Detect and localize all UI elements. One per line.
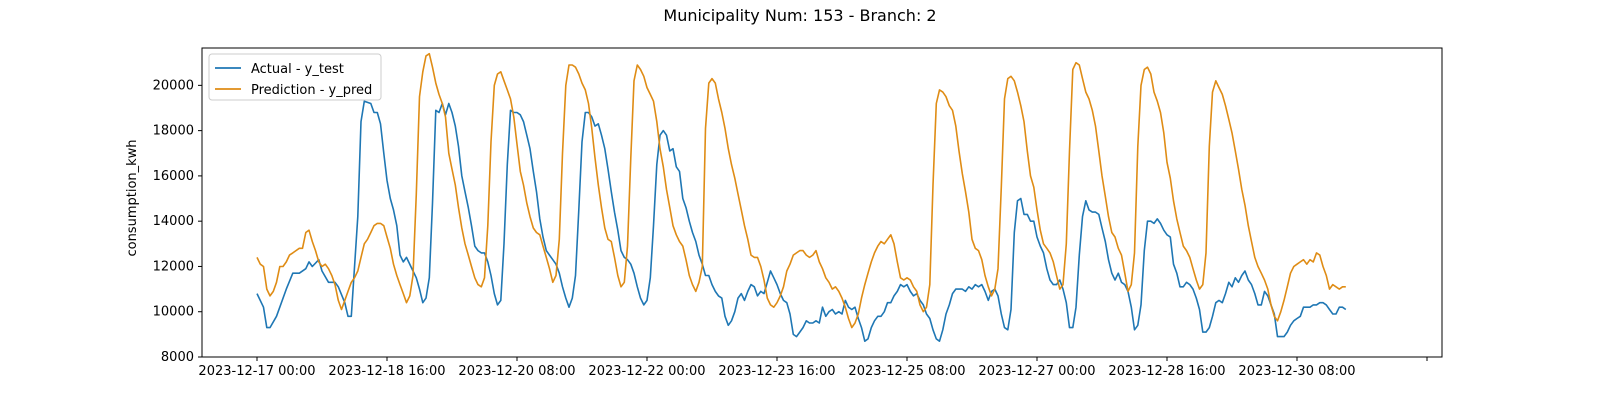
x-tick-label: 2023-12-23 16:00 bbox=[718, 364, 835, 379]
plot-area bbox=[256, 52, 1347, 342]
y-tick-label: 8000 bbox=[161, 350, 194, 365]
axes: 8000 10000 12000 14000 16000 18000 20000 2023-1… bbox=[153, 47, 1443, 379]
legend-label-1: Prediction - y_pred bbox=[251, 83, 372, 98]
x-tick-label: 2023-12-30 08:00 bbox=[1238, 364, 1355, 379]
x-tick-label: 2023-12-25 08:00 bbox=[848, 364, 965, 379]
y-tick-label: 20000 bbox=[153, 78, 194, 93]
x-tick-label: 2023-12-28 16:00 bbox=[1108, 364, 1225, 379]
legend-label-0: Actual - y_test bbox=[251, 62, 344, 77]
chart-title: Municipality Num: 153 - Branch: 2 bbox=[663, 6, 937, 25]
series-line-1 bbox=[256, 52, 1346, 329]
x-tick-label: 2023-12-22 00:00 bbox=[588, 364, 705, 379]
series-line-0 bbox=[256, 100, 1347, 342]
legend: Actual - y_test Prediction - y_pred bbox=[208, 53, 382, 101]
x-tick-label: 2023-12-18 16:00 bbox=[328, 364, 445, 379]
y-tick-label: 12000 bbox=[153, 259, 194, 274]
y-tick-label: 16000 bbox=[153, 169, 194, 184]
x-tick-label: 2023-12-27 00:00 bbox=[978, 364, 1095, 379]
legend-box bbox=[208, 53, 382, 101]
x-tick-label: 2023-12-20 08:00 bbox=[458, 364, 575, 379]
y-tick-label: 14000 bbox=[153, 214, 194, 229]
y-tick-label: 10000 bbox=[153, 305, 194, 320]
x-tick-label: 2023-12-17 00:00 bbox=[198, 364, 315, 379]
plot-frame bbox=[201, 47, 1443, 358]
y-axis-label: consumption_kwh bbox=[125, 139, 140, 256]
y-tick-label: 18000 bbox=[153, 124, 194, 139]
